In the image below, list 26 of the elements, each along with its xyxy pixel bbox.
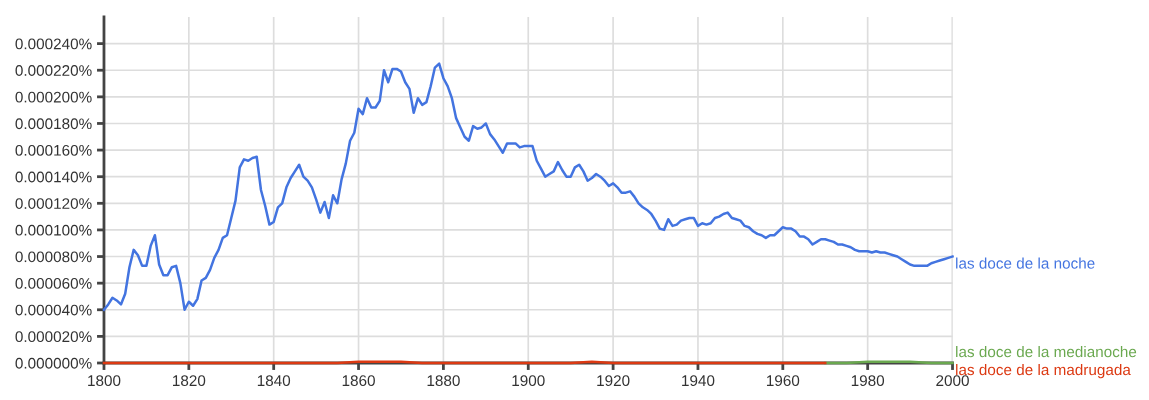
x-tick-label: 1960 xyxy=(766,375,800,387)
y-tick-label: 0.000140% xyxy=(15,171,92,183)
series-label: las doce de la noche xyxy=(956,257,1095,269)
y-tick-label: 0.000240% xyxy=(15,38,92,50)
y-tick-label: 0.000200% xyxy=(15,91,92,103)
x-tick-label: 1820 xyxy=(173,375,206,387)
y-tick-label: 0.000180% xyxy=(15,118,92,130)
y-tick-label: 0.000220% xyxy=(15,65,92,76)
y-tick-label: 0.000000% xyxy=(15,357,92,369)
y-tick-label: 0.000080% xyxy=(15,251,92,263)
x-tick-label: 1800 xyxy=(88,375,121,387)
y-tick-label: 0.000020% xyxy=(15,331,92,343)
x-tick-label: 1900 xyxy=(512,375,545,387)
y-tick-label: 0.000060% xyxy=(15,278,92,289)
x-tick-label: 1920 xyxy=(597,375,630,387)
x-tick-label: 1940 xyxy=(682,375,715,387)
y-tick-label: 0.000160% xyxy=(15,144,92,156)
y-tick-label: 0.000040% xyxy=(15,304,92,316)
line-series xyxy=(102,62,954,312)
series-label: las doce de la medianoche xyxy=(956,345,1137,358)
y-tick-label: 0.000100% xyxy=(15,224,92,236)
y-tick-label: 0.000120% xyxy=(15,198,92,209)
x-tick-label: 1840 xyxy=(257,375,291,387)
x-tick-label: 1860 xyxy=(342,375,375,387)
x-tick-label: 1980 xyxy=(851,375,885,387)
x-tick-label: 1880 xyxy=(427,375,460,387)
